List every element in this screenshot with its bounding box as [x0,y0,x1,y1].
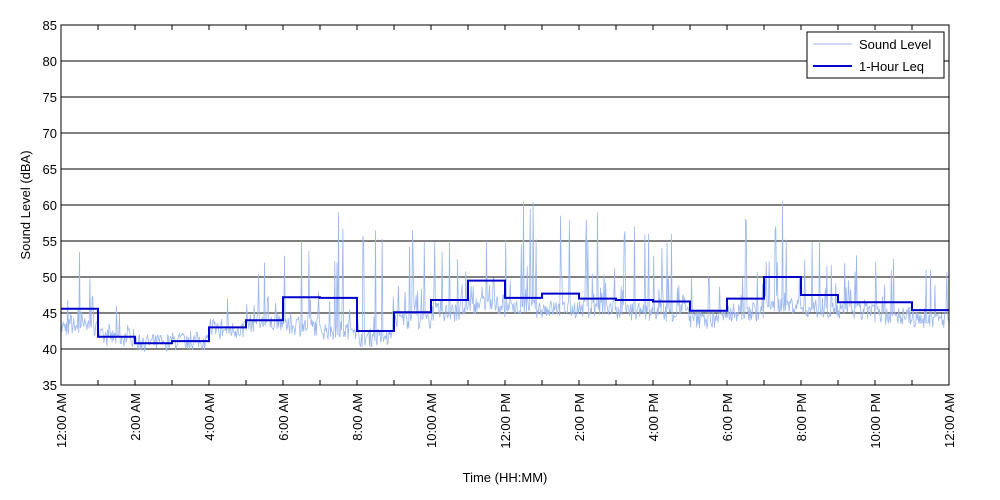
x-axis-ticks: 12:00 AM 2:00 AM 4:00 AM 6:00 AM 8:00 AM 10:0… [54,25,957,449]
x-tick-label: 12:00 AM [54,393,69,448]
x-tick-label: 6:00 AM [276,393,291,441]
legend-box [806,31,945,79]
y-tick-label: 35 [43,378,57,393]
y-tick-label: 65 [43,162,57,177]
x-axis-label: Time (HH:MM) [463,470,548,485]
y-tick-label: 50 [43,270,57,285]
y-tick-label: 60 [43,198,57,213]
y-tick-label: 45 [43,306,57,321]
x-tick-label: 10:00 AM [424,393,439,448]
x-tick-label: 12:00 PM [498,393,513,449]
y-tick-label: 40 [43,342,57,357]
x-tick-label: 8:00 PM [794,393,809,441]
x-tick-label: 8:00 AM [350,393,365,441]
x-tick-label: 6:00 PM [720,393,735,441]
x-tick-label: 4:00 AM [202,393,217,441]
plot-frame [60,24,950,386]
x-tick-label: 2:00 AM [128,393,143,441]
y-axis-label: Sound Level (dBA) [18,150,33,259]
leq-series-line [61,276,949,345]
x-tick-label: 10:00 PM [868,393,883,449]
y-tick-label: 70 [43,126,57,141]
y-tick-label: 55 [43,234,57,249]
legend: Sound Level 1-Hour Leq [806,31,945,79]
x-tick-label: 12:00 AM [942,393,957,448]
legend-label-leq: 1-Hour Leq [859,59,924,74]
x-tick-label: 2:00 PM [572,393,587,441]
y-tick-label: 80 [43,54,57,69]
x-tick-label: 4:00 PM [646,393,661,441]
y-tick-label: 85 [43,18,57,33]
y-tick-label: 75 [43,90,57,105]
legend-label-sound-level: Sound Level [859,37,931,52]
